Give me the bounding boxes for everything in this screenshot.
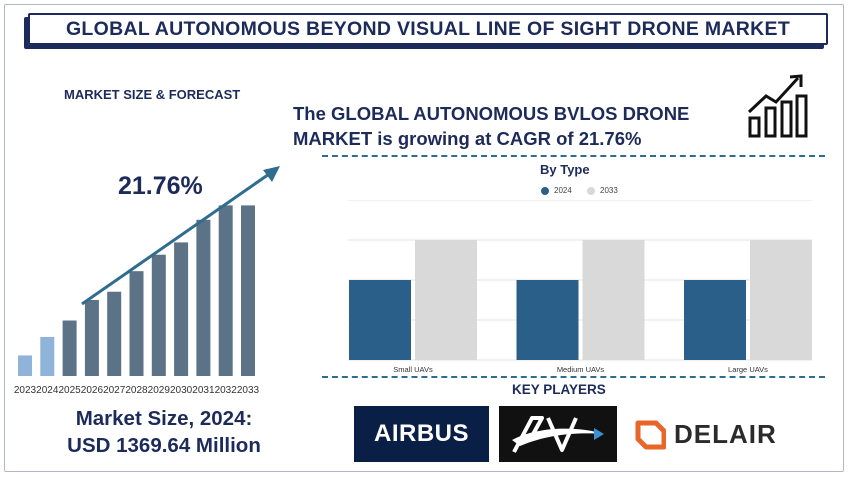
market-size-line-1: Market Size, 2024:: [75, 407, 253, 430]
market-size-forecast-label: MARKET SIZE & FORECAST: [64, 87, 241, 102]
type-tick-medium-uavs: Medium UAVs: [557, 365, 605, 374]
forecast-bar-2027: [107, 291, 122, 376]
market-size-line-2: USD 1369.64 Million: [67, 434, 261, 457]
type-bar-2024-medium-uavs: [516, 280, 579, 360]
bar-growth-icon: [747, 74, 808, 138]
forecast-tick-2023: 2023: [14, 385, 37, 396]
forecast-bar-2026: [84, 299, 99, 376]
headline-line-1: The GLOBAL AUTONOMOUS BVLOS DRONE: [293, 103, 690, 124]
av-logo: AV: [499, 406, 617, 462]
page-title: GLOBAL AUTONOMOUS BEYOND VISUAL LINE OF …: [28, 13, 828, 45]
forecast-bar-2023: [18, 355, 32, 376]
type-bar-2024-small-uavs: [349, 280, 411, 360]
forecast-tick-2026: 2026: [81, 385, 104, 396]
type-tick-large-uavs: Large UAVs: [728, 365, 768, 374]
legend-label-2024: 2024: [554, 186, 572, 195]
forecast-bar-2024: [40, 336, 55, 376]
type-bar-2024-large-uavs: [684, 280, 746, 360]
forecast-bar-2028: [129, 271, 144, 376]
type-bar-2033-large-uavs: [750, 240, 812, 360]
legend-swatch-2024: [541, 186, 549, 195]
delair-mark-icon: [635, 420, 666, 450]
legend-item-2024: 2024: [541, 186, 572, 195]
by-type-title: By Type: [540, 162, 590, 177]
delair-logo-text: DELAIR: [674, 418, 777, 449]
type-bar-2033-medium-uavs: [582, 240, 645, 360]
av-logo-text: AV: [508, 412, 510, 413]
forecast-tick-2025: 2025: [58, 385, 81, 396]
legend-swatch-2033: [587, 186, 595, 195]
key-players-title: KEY PLAYERS: [512, 382, 606, 397]
forecast-tick-2027: 2027: [103, 385, 126, 396]
forecast-bar-2030: [174, 242, 189, 376]
forecast-bar-2031: [196, 219, 211, 376]
delair-logo: DELAIR: [632, 406, 812, 462]
forecast-tick-2030: 2030: [170, 385, 193, 396]
cagr-annotation: 21.76%: [118, 172, 203, 200]
headline: The GLOBAL AUTONOMOUS BVLOS DRONE MARKET…: [293, 101, 743, 151]
forecast-bar-2033: [241, 205, 255, 376]
forecast-tick-2032: 2032: [215, 385, 238, 396]
forecast-bar-chart: 2023 2024 2025 2026 2027 2028 2029 2030 2031 2032…: [14, 166, 280, 396]
legend-item-2033: 2033: [587, 186, 618, 195]
forecast-tick-2028: 2028: [125, 385, 148, 396]
forecast-bar-2032: [218, 205, 233, 376]
forecast-tick-2024: 2024: [36, 385, 59, 396]
type-tick-small-uavs: Small UAVs: [393, 365, 433, 374]
type-bar-2033-small-uavs: [415, 240, 477, 360]
growth-arrow-head: [263, 166, 280, 182]
divider-bottom: [322, 376, 825, 378]
by-type-bar-chart: Small UAVs Medium UAVs Large UAVs: [348, 200, 812, 374]
forecast-tick-2033: 2033: [237, 385, 260, 396]
airbus-logo: AIRBUS: [354, 406, 489, 462]
growth-arrow-line: [81, 170, 273, 306]
legend-label-2033: 2033: [600, 186, 618, 195]
forecast-tick-2029: 2029: [148, 385, 171, 396]
forecast-tick-2031: 2031: [192, 385, 215, 396]
outer-frame: [4, 4, 844, 472]
av-logo-mark: AV: [508, 412, 604, 453]
forecast-bar-2025: [62, 320, 77, 376]
divider-top: [322, 155, 825, 157]
forecast-bar-2029: [151, 254, 166, 376]
market-size-summary: Market Size, 2024: USD 1369.64 Million: [18, 405, 310, 459]
headline-line-2: MARKET is growing at CAGR of 21.76%: [293, 128, 642, 149]
